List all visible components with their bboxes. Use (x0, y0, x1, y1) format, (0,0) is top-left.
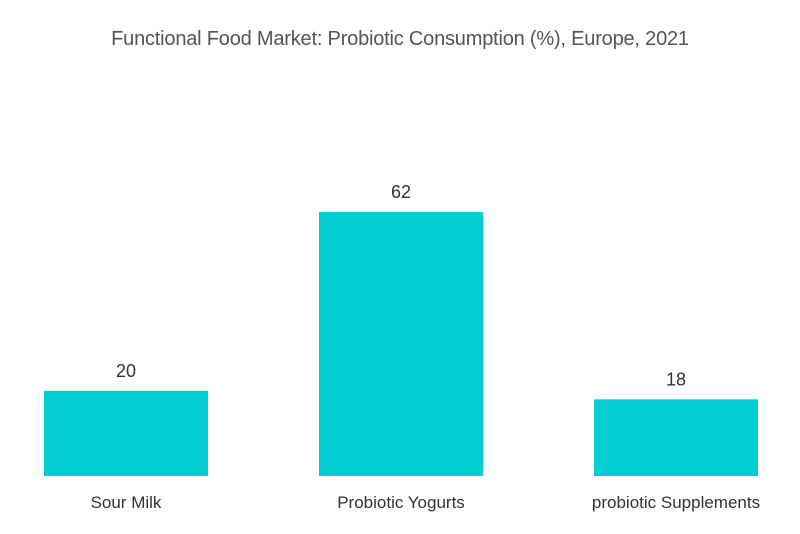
category-label-0: Sour Milk (91, 493, 162, 512)
chart-title: Functional Food Market: Probiotic Consum… (111, 28, 689, 50)
labels-layer: 20 Sour Milk 62 Probiotic Yogurts 18 probioti… (91, 182, 761, 512)
bars-layer (44, 212, 758, 476)
bar-2 (594, 399, 758, 476)
bar-1 (319, 212, 483, 476)
bar-0 (44, 390, 208, 476)
category-label-2: probiotic Supplements (592, 493, 760, 512)
data-label-2: 18 (666, 369, 686, 389)
category-label-1: Probiotic Yogurts (337, 493, 465, 512)
data-label-0: 20 (116, 361, 136, 381)
data-label-1: 62 (391, 182, 411, 202)
